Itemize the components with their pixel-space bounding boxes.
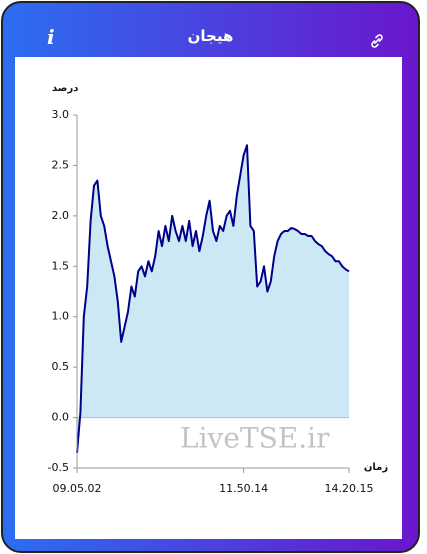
info-icon[interactable]: i (47, 25, 55, 49)
area-fill (77, 145, 349, 453)
widget-title: هیجان (187, 27, 234, 45)
y-tick-label: 2.0 (52, 209, 70, 222)
y-tick-label: 0.0 (52, 411, 70, 424)
y-tick-label: 0.5 (52, 360, 70, 373)
series-line (76, 144, 350, 453)
y-tick-label: 1.0 (52, 310, 70, 323)
x-tick-label: 09.05.02 (53, 482, 102, 495)
x-tick-label: 11.50.14 (219, 482, 268, 495)
y-tick-label: 3.0 (52, 108, 70, 121)
y-tick-label: 1.5 (52, 259, 70, 272)
y-tick-label: -0.5 (48, 461, 69, 474)
watermark: LiveTSE.ir (180, 422, 330, 455)
x-axis-label: زمان (364, 462, 388, 473)
y-tick-label: 2.5 (52, 158, 70, 171)
x-tick-label: 14.20.15 (325, 482, 374, 495)
link-icon[interactable] (369, 33, 385, 49)
y-axis-label: درصد (52, 83, 78, 94)
